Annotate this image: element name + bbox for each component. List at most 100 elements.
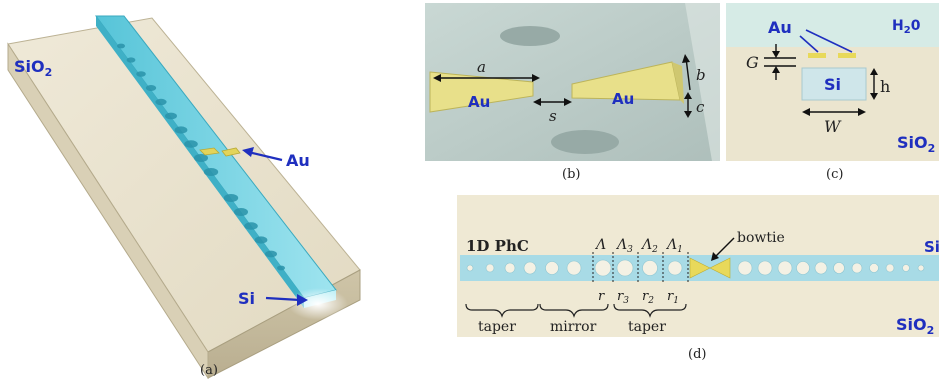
phc-hole: [523, 261, 537, 275]
dim-h-arrow-bottom: [870, 93, 878, 100]
lattice-label-4: Λ1: [665, 237, 683, 255]
radius-label-3: r2: [642, 289, 654, 306]
dim-w-arrow-right: [858, 108, 866, 116]
arrow-si-a: [265, 296, 301, 302]
dim-c-arrow-bottom: [684, 111, 692, 118]
label-si-d: Si: [924, 238, 940, 256]
caption-a: (a): [200, 363, 218, 378]
phc-hole: [902, 264, 910, 272]
gold-pad-left-c: [808, 53, 826, 58]
phc-hole: [485, 263, 495, 273]
bowtie-d: [689, 257, 711, 279]
panel-b: Au Au a s b c (b): [425, 3, 720, 182]
label-si-a: Si: [238, 289, 255, 308]
gold-triangle-right-side: [672, 62, 684, 104]
gold-pad-right-c: [838, 53, 856, 58]
au-pointer-2: [805, 29, 853, 53]
lattice-label-1: Λ: [594, 237, 606, 253]
dim-g-arrowhead-top: [772, 51, 780, 58]
brace-mirror: [539, 303, 609, 318]
dim-s-label: s: [549, 107, 557, 125]
au-pointer-1: [799, 35, 819, 53]
phc-hole: [917, 264, 925, 272]
phc-hole: [833, 262, 845, 274]
substrate-left-face: [7, 42, 209, 379]
panel-a: SiO2 Au Si (a): [7, 15, 361, 379]
label-h2o-c: H20: [892, 18, 921, 36]
phc-hole: [851, 262, 863, 274]
phc-hole: [777, 260, 793, 276]
label-au-c: Au: [768, 18, 792, 37]
phc-hole: [566, 260, 582, 276]
si-core-c: [801, 67, 867, 101]
label-phc-d: 1D PhC: [466, 237, 529, 255]
dim-w-arrow-left: [802, 108, 810, 116]
dim-w-label: W: [824, 117, 842, 136]
phc-hole: [594, 259, 612, 277]
dim-g-arrowhead-bottom: [772, 66, 780, 73]
hole-top-b: [500, 26, 560, 46]
arrowhead-au-a: [242, 147, 254, 157]
mode-glow: [288, 288, 348, 320]
dim-a-arrow-right: [532, 74, 540, 82]
phc-hole: [869, 263, 879, 273]
label-au-left-b: Au: [468, 93, 490, 111]
waveguide-holes: [117, 43, 285, 271]
caption-b: (b): [562, 167, 580, 182]
dim-b-label: b: [696, 66, 706, 84]
phc-hole: [667, 260, 683, 276]
label-sio2-a: SiO2: [14, 57, 52, 79]
label-au-a: Au: [286, 151, 310, 170]
dim-g-label: G: [746, 53, 759, 72]
brace-label-mirror: mirror: [550, 319, 597, 335]
phc-hole: [466, 264, 474, 272]
gold-bowtie-right: [221, 147, 241, 157]
bowtie-pointer-head: [711, 252, 719, 261]
dim-s-arrow-left: [533, 98, 541, 106]
radius-label-2: r3: [617, 289, 629, 306]
phc-hole: [504, 262, 516, 274]
phc-hole: [757, 260, 773, 276]
gold-bowtie: [199, 147, 220, 156]
phc-hole: [814, 261, 828, 275]
brace-label-taper-right: taper: [628, 319, 666, 335]
radius-label-1: r: [598, 289, 605, 304]
panel-d: 1D PhC bowtie Si SiO2 Λ Λ3 Λ2 Λ1 r r3 r2…: [457, 195, 940, 362]
dim-c-label: c: [696, 98, 705, 116]
dim-h-arrow-top: [870, 68, 878, 75]
phc-hole: [796, 261, 810, 275]
caption-c: (c): [826, 167, 843, 182]
brace-taper-left: [465, 303, 539, 318]
phc-hole: [885, 263, 895, 273]
phc-hole: [737, 260, 753, 276]
dim-b-line: [685, 57, 691, 91]
phc-hole: [545, 261, 559, 275]
lattice-label-2: Λ3: [615, 237, 633, 255]
bowtie-d-right: [709, 257, 731, 279]
arrowhead-si-a: [297, 294, 308, 306]
dim-c-arrow-top: [684, 92, 692, 99]
radius-label-4: r1: [667, 289, 679, 306]
dim-s-arrow-right: [564, 98, 572, 106]
label-au-right-b: Au: [612, 90, 634, 108]
panel-b-slab-edge: [685, 3, 720, 161]
dim-a-label: a: [477, 58, 486, 76]
panel-c: Au H20 Si SiO2 G h W (c): [726, 3, 939, 182]
label-sio2-c: SiO2: [897, 133, 935, 155]
label-bowtie-d: bowtie: [737, 230, 785, 246]
label-si-c: Si: [824, 75, 841, 94]
arrow-au-a: [247, 150, 283, 162]
brace-label-taper-left: taper: [478, 319, 516, 335]
caption-d: (d): [688, 347, 706, 362]
lattice-label-3: Λ2: [640, 237, 658, 255]
lattice-dashes: [592, 252, 689, 284]
bowtie-pointer: [713, 237, 735, 259]
hole-bottom-b: [551, 130, 619, 154]
dim-h-label: h: [880, 77, 890, 96]
brace-taper-right: [613, 303, 687, 318]
phc-hole: [616, 259, 634, 277]
dim-b-arrow: [682, 54, 690, 63]
dim-a-arrow-left: [433, 74, 441, 82]
label-sio2-d: SiO2: [896, 315, 934, 337]
